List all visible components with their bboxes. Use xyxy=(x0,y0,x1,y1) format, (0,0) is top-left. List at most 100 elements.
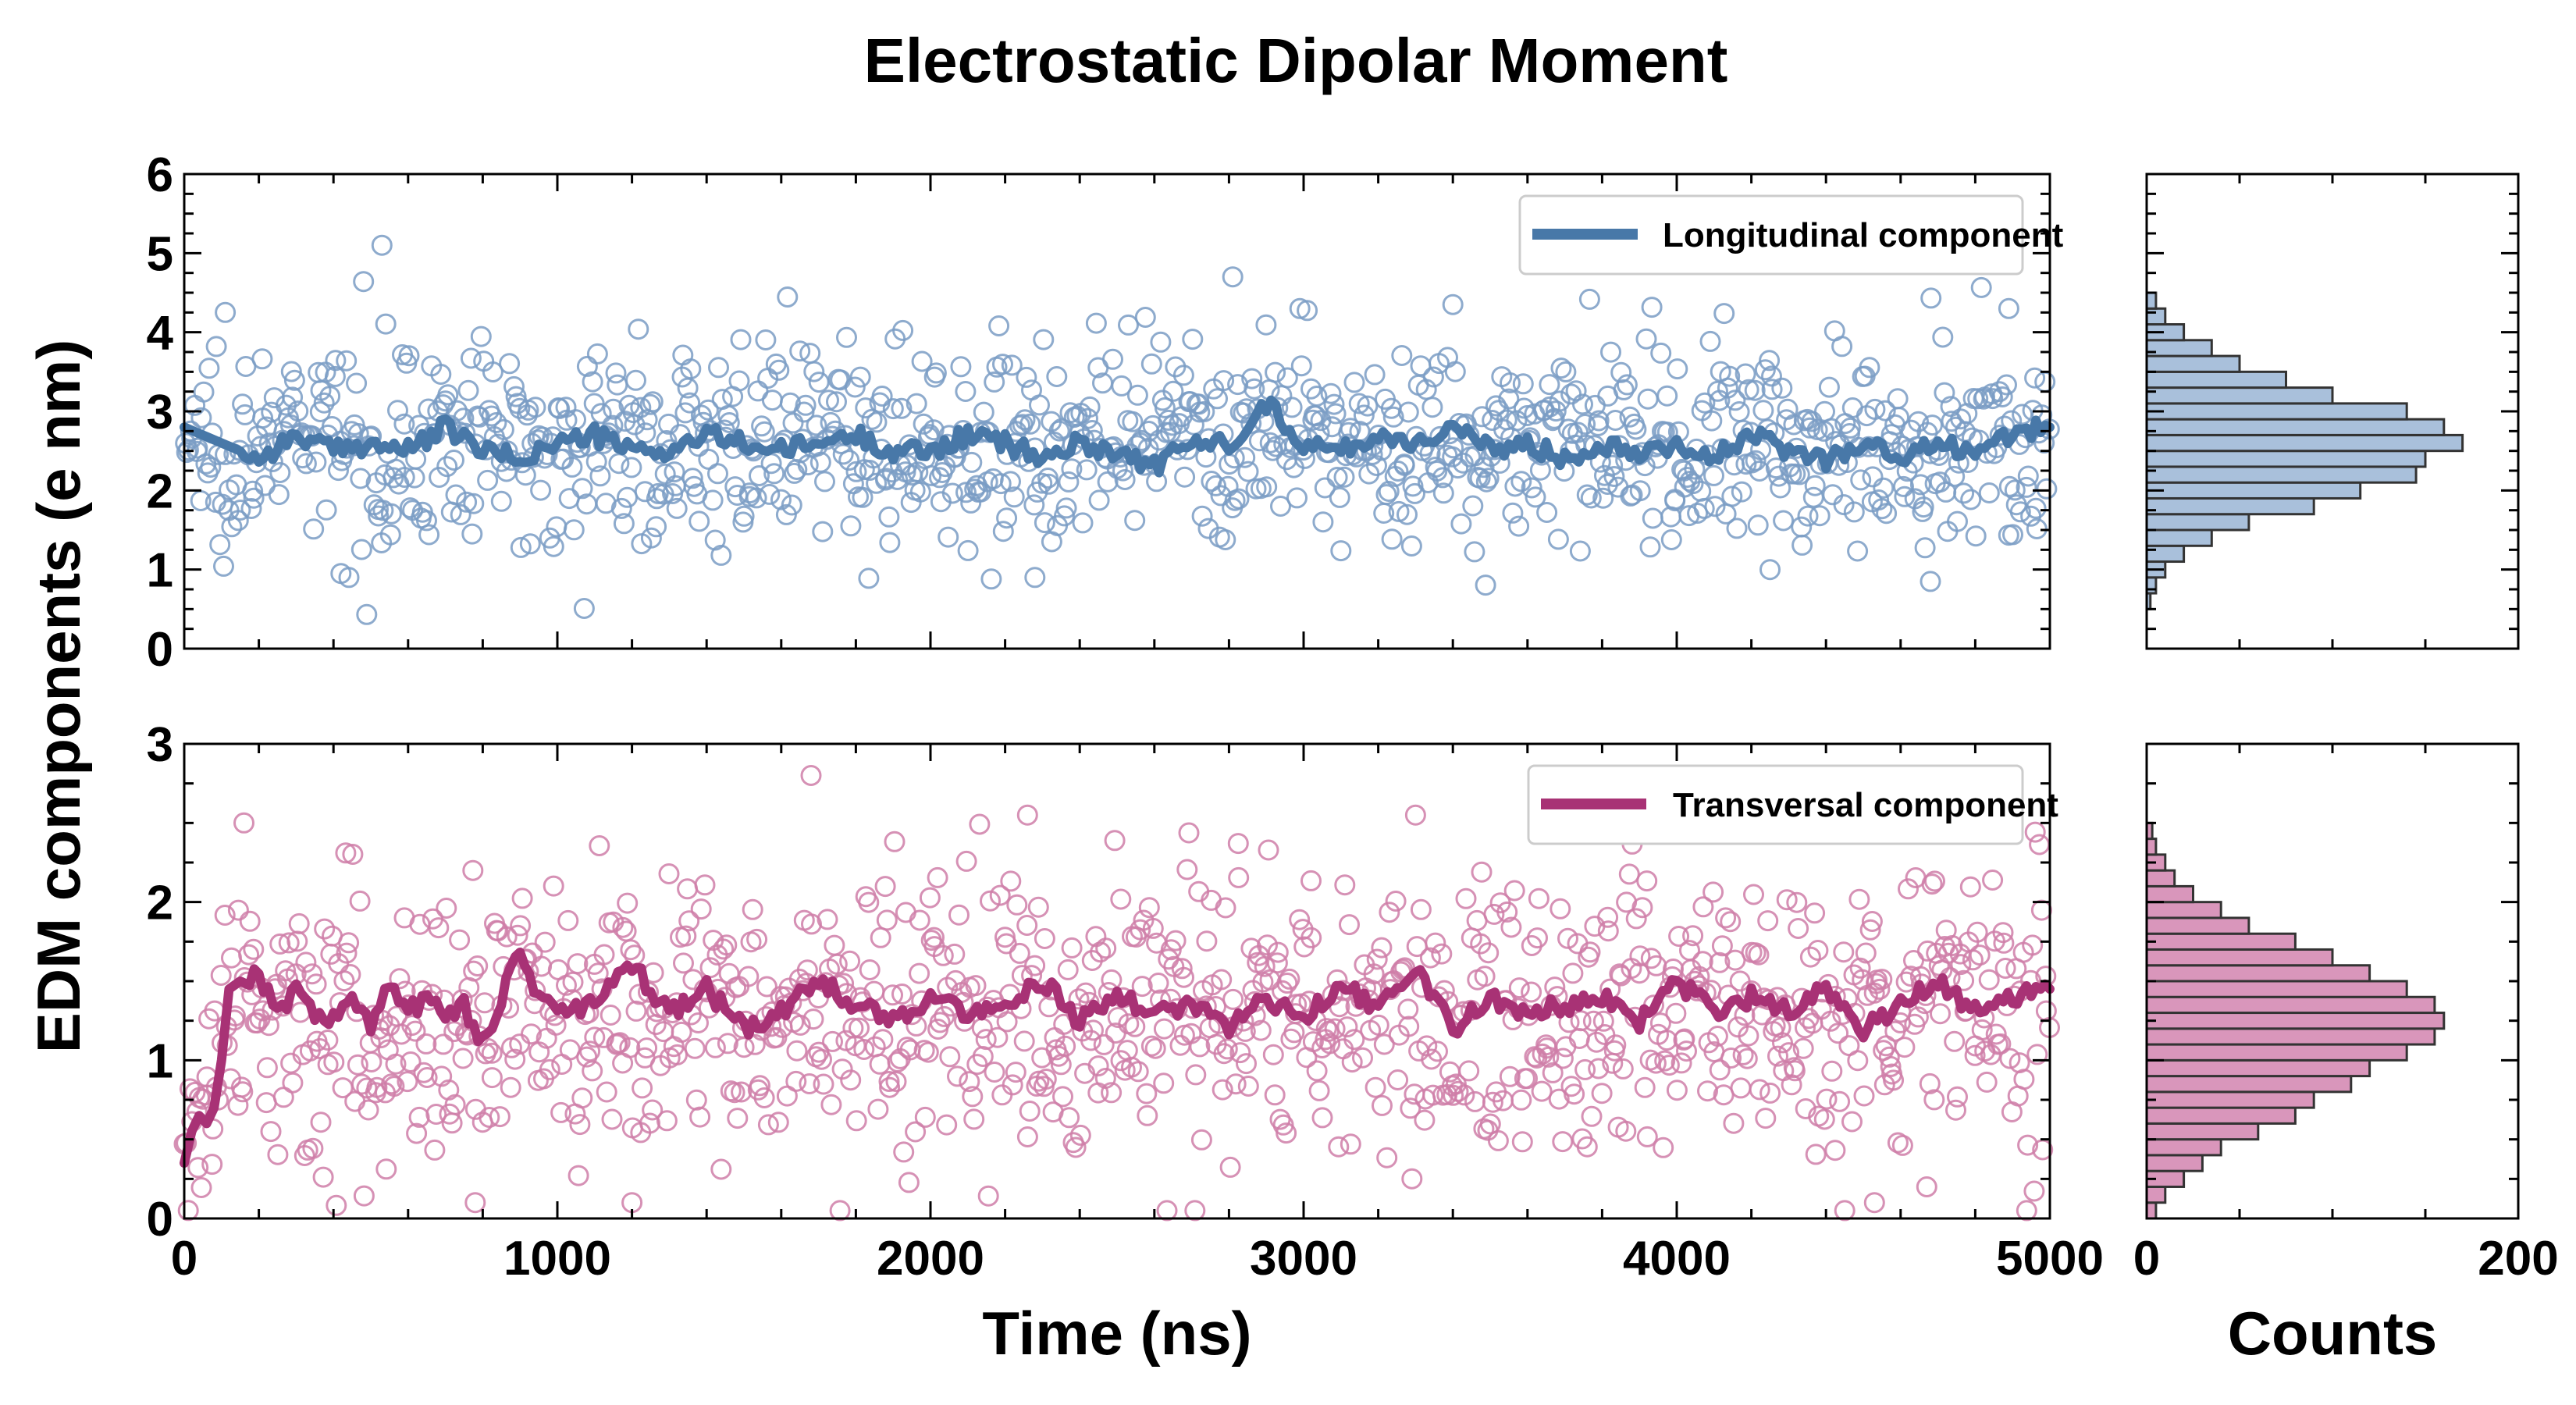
scatter-point xyxy=(1650,342,1672,364)
scatter-point xyxy=(874,876,896,898)
scatter-point xyxy=(879,1076,901,1098)
scatter-point xyxy=(356,603,378,625)
histogram-bar xyxy=(2145,948,2334,967)
scatter-point xyxy=(1421,397,1443,418)
scatter-point xyxy=(1947,1086,1968,1108)
scatter-point xyxy=(818,389,839,411)
scatter-point xyxy=(349,890,371,912)
scatter-point xyxy=(1213,1043,1235,1065)
scatter-point xyxy=(1283,1022,1305,1044)
scatter-point xyxy=(278,932,300,954)
scatter-point xyxy=(461,523,483,545)
scatter-point xyxy=(398,345,420,367)
scatter-point xyxy=(1256,476,1278,498)
scatter-point xyxy=(1013,1030,1035,1052)
scatter-point xyxy=(1759,350,1781,372)
scatter-point xyxy=(550,1101,572,1123)
scatter-point xyxy=(187,1157,209,1179)
scatter-point xyxy=(1953,969,1975,991)
scatter-point xyxy=(1778,1042,1800,1064)
y-tick-label: 6 xyxy=(147,148,173,202)
scatter-point xyxy=(1757,910,1779,932)
scatter-point xyxy=(1841,1111,1863,1133)
histogram-bar xyxy=(2145,980,2408,998)
scatter-point xyxy=(1703,464,1724,486)
scatter-point xyxy=(630,397,652,418)
scatter-point xyxy=(849,366,871,388)
scatter-point xyxy=(1189,1036,1211,1058)
scatter-point xyxy=(1068,988,1090,1010)
scatter-point xyxy=(1876,503,1898,525)
transversal-histogram xyxy=(2145,821,2446,1220)
scatter-point xyxy=(1744,379,1766,401)
scatter-point xyxy=(1401,1168,1423,1190)
scatter-point xyxy=(610,497,632,519)
scatter-point xyxy=(1270,496,1291,517)
scatter-point xyxy=(1381,528,1403,550)
scatter-point xyxy=(1631,897,1653,919)
scatter-point xyxy=(717,1033,738,1055)
scatter-point xyxy=(1947,510,1968,532)
scatter-point xyxy=(689,1106,711,1128)
scatter-point xyxy=(1570,1010,1592,1032)
scatter-point xyxy=(1126,384,1148,406)
scatter-point xyxy=(1404,482,1425,504)
scatter-point xyxy=(1174,466,1196,488)
scatter-point xyxy=(514,464,536,486)
scatter-point xyxy=(730,329,752,350)
scatter-point xyxy=(1730,1077,1752,1099)
scatter-point xyxy=(1634,1076,1656,1098)
scatter-point xyxy=(1642,507,1663,529)
scatter-point xyxy=(675,925,697,947)
scatter-point xyxy=(1371,937,1393,959)
scatter-point xyxy=(1735,363,1756,385)
scatter-point xyxy=(1286,487,1308,509)
scatter-point xyxy=(1653,1136,1674,1158)
scatter-point xyxy=(887,1051,909,1072)
histogram-bar xyxy=(2145,496,2315,516)
histogram-bar xyxy=(2145,1122,2260,1141)
scatter-point xyxy=(1869,978,1891,1000)
scatter-point xyxy=(460,347,482,369)
scatter-point xyxy=(941,482,963,504)
scatter-point xyxy=(755,329,777,350)
scatter-point xyxy=(1934,382,1955,404)
scatter-point xyxy=(989,884,1011,906)
scatter-point xyxy=(1375,484,1397,506)
scatter-point xyxy=(929,467,950,489)
scatter-point xyxy=(1364,364,1386,386)
scatter-point xyxy=(187,437,208,459)
scatter-point xyxy=(1083,1019,1104,1041)
scatter-point xyxy=(1724,389,1746,411)
scatter-point xyxy=(1738,1025,1759,1047)
scatter-point xyxy=(753,421,775,443)
scatter-point xyxy=(430,364,452,385)
scatter-point xyxy=(176,442,197,464)
scatter-point xyxy=(1085,312,1107,334)
scatter-point xyxy=(507,924,528,946)
scatter-point xyxy=(234,404,256,425)
scatter-point xyxy=(1006,894,1028,916)
scatter-point xyxy=(1212,1079,1233,1101)
scatter-point xyxy=(595,493,617,514)
scatter-point xyxy=(1323,393,1345,415)
scatter-point xyxy=(1706,1026,1728,1047)
scatter-point xyxy=(1257,934,1278,956)
scatter-point xyxy=(1682,473,1704,495)
scatter-point xyxy=(639,393,661,415)
scatter-point-outlier xyxy=(1222,266,1244,288)
scatter-point xyxy=(1148,429,1170,451)
scatter-point-outlier xyxy=(800,765,822,786)
scatter-point xyxy=(1966,921,1988,943)
scatter-point xyxy=(1368,1014,1389,1036)
scatter-point xyxy=(1615,1120,1637,1142)
scatter-point xyxy=(1674,1028,1695,1050)
scatter-point xyxy=(1682,925,1704,947)
scatter-point xyxy=(671,1021,692,1043)
legend-box xyxy=(1527,764,2024,845)
scatter-point xyxy=(853,1039,875,1060)
scatter-point-outlier xyxy=(1998,297,2019,319)
scatter-point xyxy=(1713,303,1735,325)
scatter-point xyxy=(704,1037,726,1058)
scatter-point xyxy=(1254,955,1276,977)
